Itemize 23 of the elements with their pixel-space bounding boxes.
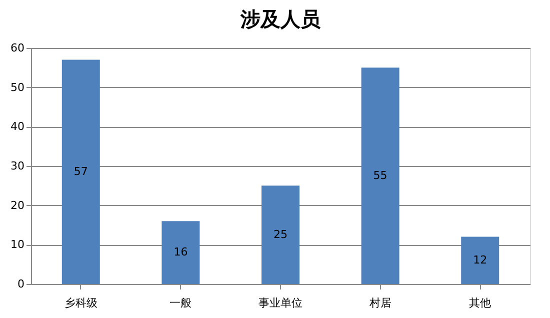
y-tick-label: 60	[10, 42, 24, 54]
chart-title: 涉及人员	[240, 7, 322, 31]
y-tick-label: 0	[18, 278, 24, 290]
bar	[361, 68, 400, 284]
bar	[262, 186, 300, 284]
x-tick-label: 乡科级	[64, 296, 98, 310]
x-tick-label: 事业单位	[258, 296, 302, 310]
bar	[461, 236, 500, 284]
y-tick-label: 50	[10, 80, 24, 94]
data-label: 57	[74, 164, 88, 178]
x-tick-label: 村居	[368, 296, 392, 310]
data-label: 55	[373, 168, 388, 182]
x-tick-label: 其他	[469, 296, 492, 310]
x-tick-label: 一般	[170, 296, 192, 310]
y-tick-label: 40	[10, 120, 24, 134]
bar	[62, 60, 100, 284]
bar	[162, 221, 200, 284]
y-tick-label: 10	[10, 238, 24, 252]
data-label: 16	[174, 246, 188, 259]
y-tick-label: 20	[10, 198, 24, 212]
data-label: 12	[473, 253, 488, 266]
y-tick-label: 30	[10, 160, 24, 172]
data-label: 25	[274, 228, 288, 241]
